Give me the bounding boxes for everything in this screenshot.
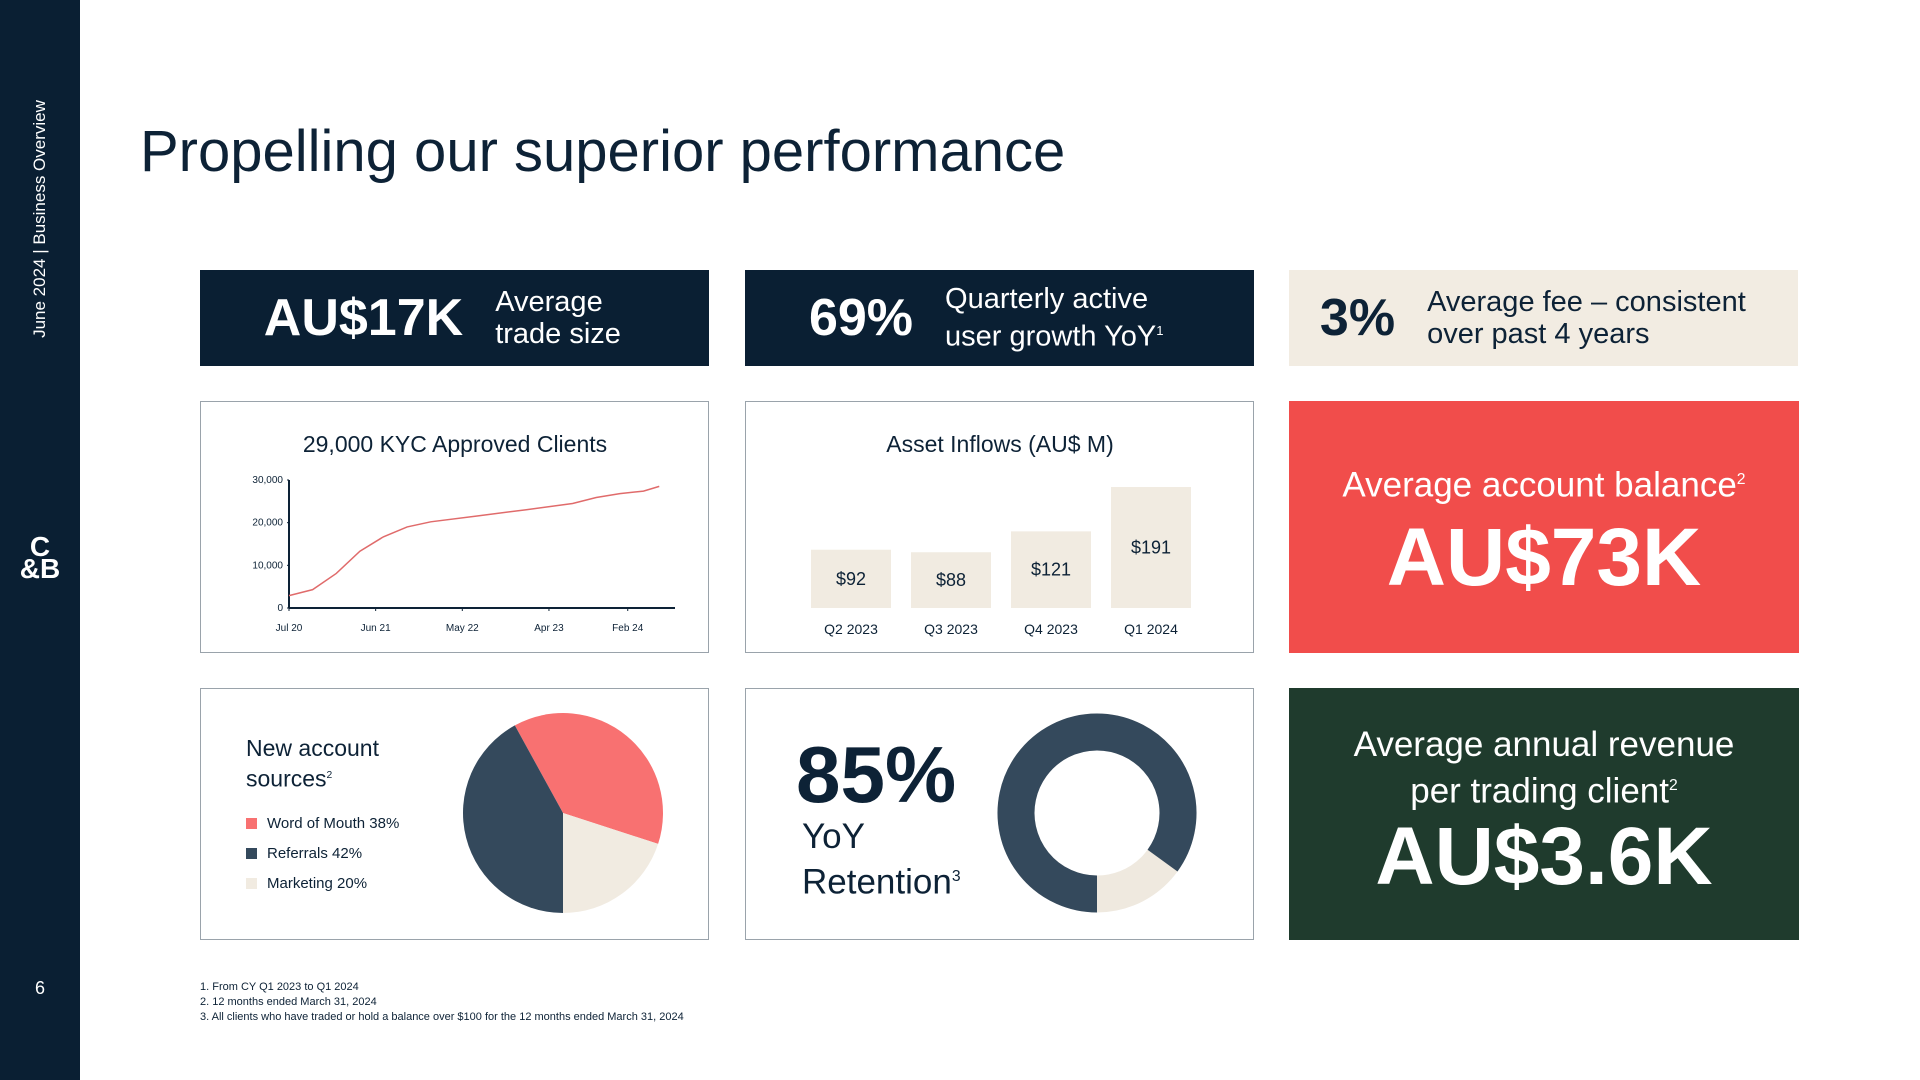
kpi-label: Average fee – consistent over past 4 yea… — [1427, 286, 1746, 350]
bar — [911, 552, 991, 608]
legend-item: Referrals 42% — [246, 845, 362, 862]
kpi-label: Quarterly active user growth YoY1 — [945, 283, 1190, 353]
pie-chart — [463, 713, 663, 913]
line-chart: 29,000 KYC Approved Clients 0 10,000 20,000… — [252, 431, 675, 634]
footnote: 1. From CY Q1 2023 to Q1 2024 — [200, 981, 359, 993]
footnote: 2. 12 months ended March 31, 2024 — [200, 996, 377, 1008]
kpi-value: 3% — [1319, 289, 1396, 347]
value-label: $92 — [836, 569, 866, 589]
legend-label: Referrals 42% — [267, 845, 363, 862]
legend-swatch — [246, 848, 257, 859]
legend-label: Marketing 20% — [267, 875, 368, 892]
logo-bottom: &B — [19, 553, 61, 584]
donut-value-label: 85% — [796, 730, 957, 819]
kpi-label-text: Quarterly active user growth YoY — [945, 283, 1157, 353]
chart-card: 29,000 KYC Approved Clients 0 10,000 20,000… — [200, 401, 709, 653]
footnote: 3. All clients who have traded or hold a… — [200, 1011, 684, 1023]
x-tick-label: Feb 24 — [612, 623, 644, 634]
x-tick-label: Jun 21 — [361, 623, 391, 634]
metric-label-text: Average annual revenue per trading clien… — [1353, 725, 1735, 811]
y-tick-label: 30,000 — [252, 475, 283, 486]
metric-card: Average annual revenue per trading clien… — [1289, 688, 1799, 940]
chart-title: 29,000 KYC Approved Clients — [303, 431, 607, 457]
sidebar-header: June 2024 | Business Overview — [30, 100, 49, 338]
x-tick-label: Q3 2023 — [924, 621, 978, 637]
donut-label-text: YoY Retention — [802, 817, 952, 902]
bar-chart: Asset Inflows (AU$ M) $92 Q2 2023 $88 Q3 202… — [811, 431, 1191, 637]
metric-label: Average account balance2 — [1319, 459, 1769, 506]
x-tick-label: Jul 20 — [276, 623, 303, 634]
x-tick-label: Q4 2023 — [1024, 621, 1078, 637]
kpi-label: Average trade size — [495, 286, 621, 350]
bar — [811, 549, 891, 608]
pie-slice — [463, 725, 563, 913]
metric-card: Average account balance2 AU$73K — [1289, 401, 1799, 653]
pie-title: New account sources2 — [246, 735, 416, 793]
bar — [1011, 531, 1091, 608]
footnote-ref: 2 — [1736, 471, 1746, 488]
logo-top: C — [29, 531, 51, 562]
legend-label: Word of Mouth 38% — [267, 815, 400, 832]
logo: C &B — [0, 531, 80, 584]
legend-swatch — [246, 818, 257, 829]
x-tick-label: May 22 — [446, 623, 479, 634]
metric-value: AU$3.6K — [1375, 811, 1713, 902]
kpi: 69% Quarterly active user growth YoY1 — [745, 270, 1254, 366]
chart-card: Asset Inflows (AU$ M) $92 Q2 2023 $88 Q3 202… — [745, 401, 1254, 653]
x-tick-label: Apr 23 — [534, 623, 564, 634]
bar — [1111, 487, 1191, 608]
legend-item: Marketing 20% — [246, 875, 367, 892]
x-tick-label: Q2 2023 — [824, 621, 878, 637]
y-tick-label: 10,000 — [252, 560, 283, 571]
footnote-ref: 2 — [1669, 777, 1678, 794]
footnote-ref: 3 — [951, 868, 961, 885]
pie-title-text: New account sources — [246, 735, 379, 792]
y-tick-label: 20,000 — [252, 518, 283, 529]
donut-chart — [997, 713, 1197, 913]
footnote-ref: 2 — [326, 770, 333, 781]
y-tick-label: 0 — [277, 603, 283, 614]
kpi: 3% Average fee – consistent over past 4 … — [1289, 270, 1798, 366]
legend-swatch — [246, 878, 257, 889]
value-label: $88 — [936, 570, 966, 590]
title: Propelling our superior performance — [140, 119, 1066, 184]
chart-title: Asset Inflows (AU$ M) — [886, 431, 1114, 457]
value-label: $121 — [1031, 560, 1071, 580]
pie-slice — [563, 813, 659, 913]
metric-label-text: Average account balance — [1342, 465, 1737, 505]
pie-slice — [514, 713, 663, 844]
metric-label: Average annual revenue per trading clien… — [1349, 724, 1739, 812]
line — [288, 485, 660, 597]
page-number: 6 — [34, 978, 45, 998]
kpi-value: AU$17K — [263, 289, 464, 347]
chart-card: 85% YoY Retention3 — [745, 688, 1254, 940]
donut-label: YoY Retention3 — [802, 817, 962, 903]
donut-segment — [997, 713, 1197, 913]
x-tick-label: Q1 2024 — [1124, 621, 1178, 637]
value-label: $191 — [1131, 538, 1171, 558]
kpi: AU$17K Average trade size — [200, 270, 709, 366]
metric-value: AU$73K — [1386, 512, 1702, 603]
footnote-ref: 1 — [1156, 323, 1164, 339]
legend-item: Word of Mouth 38% — [246, 815, 399, 832]
sidebar: June 2024 | Business Overview C &B 6 — [0, 0, 80, 1080]
kpi-value: 69% — [808, 289, 914, 347]
chart-card: New account sources2 Word of Mouth 38% Re… — [200, 688, 709, 940]
